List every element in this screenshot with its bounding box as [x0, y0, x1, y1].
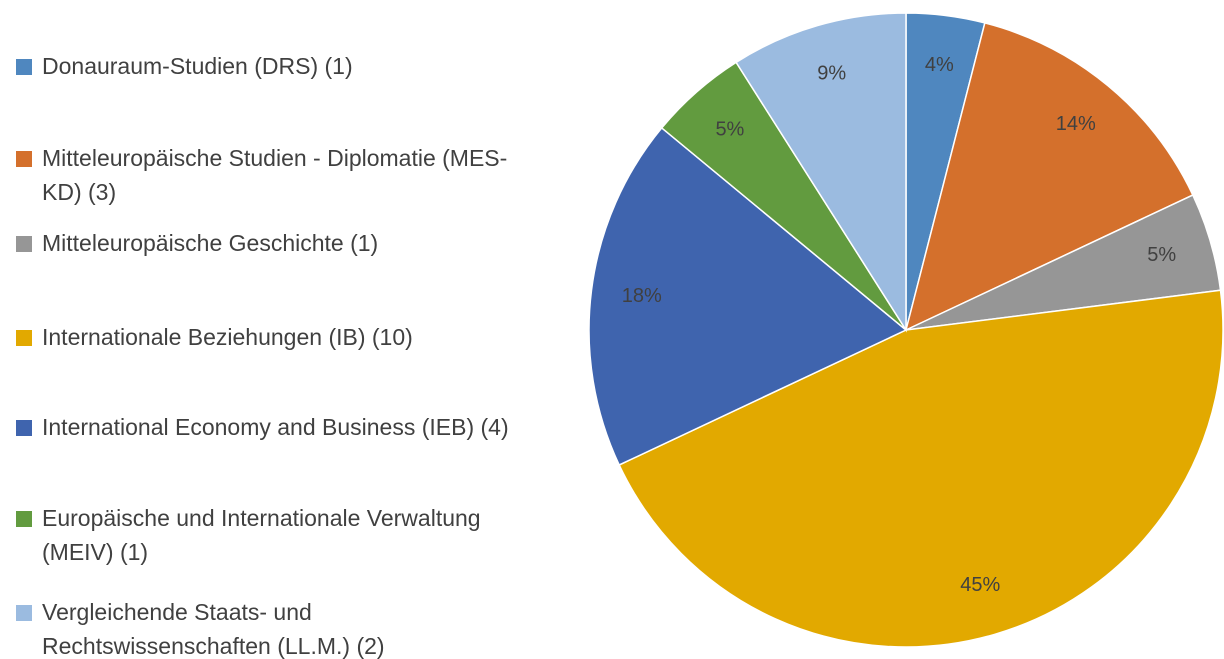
legend-label: Mitteleuropäische Geschichte (1)	[42, 230, 379, 256]
legend-label: Mitteleuropäische Studien - Diplomatie (…	[42, 145, 508, 205]
legend-item: Mitteleuropäische Geschichte (1)	[16, 226, 546, 260]
legend-swatch	[16, 236, 32, 252]
data-label: 45%	[960, 574, 1000, 596]
legend-item: Internationale Beziehungen (IB) (10)	[16, 320, 546, 354]
legend-item: Mitteleuropäische Studien - Diplomatie (…	[16, 141, 546, 209]
legend-item: Europäische und Internationale Verwaltun…	[16, 501, 546, 569]
legend-swatch	[16, 511, 32, 527]
legend-item: International Economy and Business (IEB)…	[16, 410, 546, 444]
legend-label: International Economy and Business (IEB)…	[42, 414, 509, 440]
legend-swatch	[16, 605, 32, 621]
pie-slice	[735, 12, 907, 333]
data-label: 18%	[622, 285, 662, 307]
legend-swatch	[16, 420, 32, 436]
data-label: 5%	[1147, 244, 1176, 266]
legend-swatch	[16, 330, 32, 346]
legend-label: Donauraum-Studien (DRS) (1)	[42, 53, 353, 79]
pie-slice	[618, 289, 1224, 648]
legend-label: Internationale Beziehungen (IB) (10)	[42, 324, 413, 350]
legend-item: Vergleichende Staats- und Rechtswissensc…	[16, 595, 546, 659]
pie-slice	[588, 126, 908, 466]
legend-item: Donauraum-Studien (DRS) (1)	[16, 49, 546, 83]
legend-swatch	[16, 151, 32, 167]
data-label: 5%	[715, 119, 744, 141]
pie-slice	[904, 22, 1194, 332]
legend-label: Vergleichende Staats- und Rechtswissensc…	[42, 599, 385, 659]
legend-label: Europäische und Internationale Verwaltun…	[42, 505, 481, 565]
data-label: 4%	[925, 54, 954, 76]
data-label: 14%	[1056, 113, 1096, 135]
legend-swatch	[16, 59, 32, 75]
data-label: 9%	[817, 63, 846, 85]
